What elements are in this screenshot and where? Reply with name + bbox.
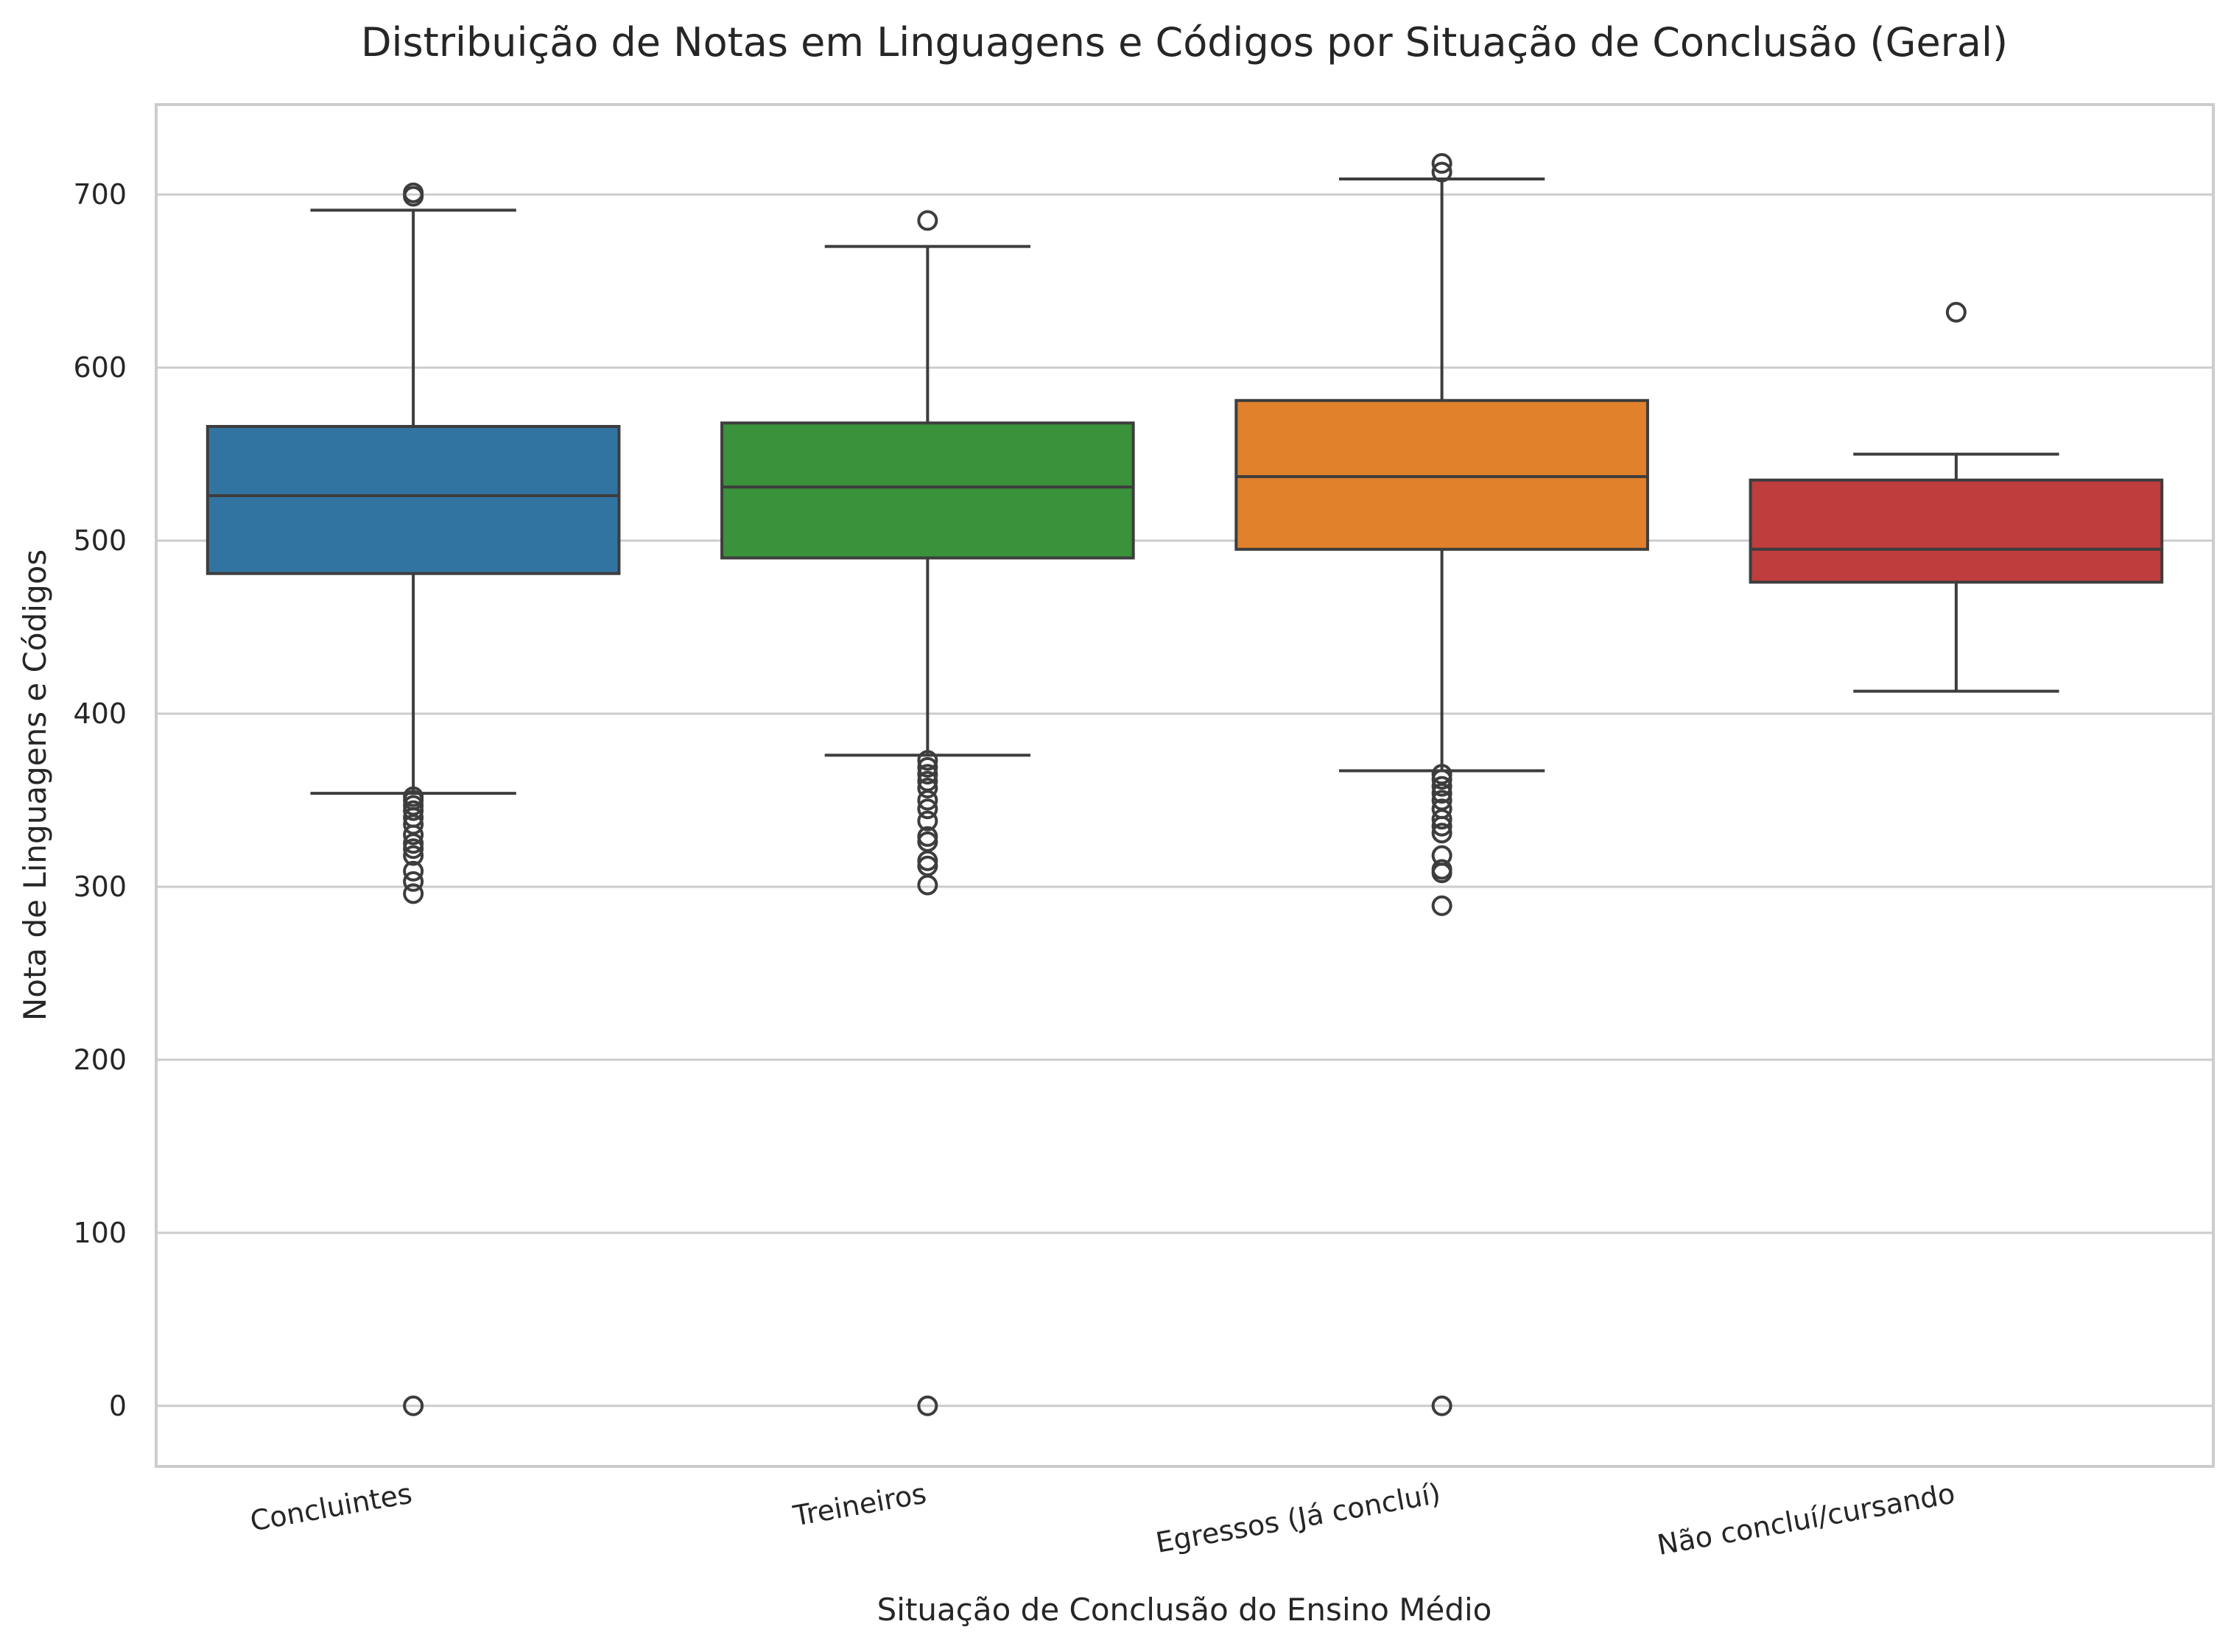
outlier-point	[917, 1395, 938, 1416]
outlier-point	[917, 770, 938, 792]
box	[205, 424, 621, 575]
y-tick-label-0: 0	[109, 1390, 127, 1422]
outlier-point	[917, 210, 938, 231]
outlier-point	[1431, 1395, 1452, 1416]
outlier-point	[917, 764, 938, 785]
y-axis-label: Nota de Linguagens e Códigos	[17, 549, 53, 1021]
box	[720, 421, 1135, 560]
y-tick-label-600: 600	[73, 351, 127, 384]
y-tick-label-400: 400	[73, 697, 127, 730]
outlier-point	[1431, 895, 1452, 916]
y-tick-label-100: 100	[73, 1217, 127, 1249]
x-axis-label: Situação de Conclusão do Ensino Médio	[877, 1592, 1492, 1628]
box-group-2	[720, 210, 1135, 1416]
plot-frame	[155, 103, 2215, 1468]
outlier-point	[917, 826, 938, 847]
outlier-point	[917, 750, 938, 771]
box-group-3	[1234, 152, 1649, 1416]
box-group-1	[205, 182, 621, 1416]
y-tick-label-200: 200	[73, 1044, 127, 1076]
box	[1749, 478, 2164, 584]
outlier-point	[1431, 776, 1452, 797]
x-tick-label-3: Egressos (Já concluí)	[1153, 1477, 1443, 1559]
outlier-point	[1431, 790, 1452, 811]
outlier-point	[403, 871, 424, 892]
outlier-point	[1431, 798, 1452, 820]
outlier-point	[917, 778, 938, 799]
box	[1234, 398, 1649, 551]
outlier-point	[917, 798, 938, 820]
grid-lines	[156, 193, 2213, 1407]
outlier-point	[1945, 301, 1967, 323]
outlier-point	[1431, 823, 1452, 844]
outlier-point	[403, 786, 424, 807]
outlier-point	[917, 810, 938, 832]
outlier-point	[1431, 764, 1452, 785]
box-group-4	[1749, 301, 2164, 693]
outlier-point	[403, 860, 424, 882]
x-tick-label-1: Concluintes	[247, 1477, 414, 1538]
outlier-point	[403, 883, 424, 904]
outlier-point	[1431, 859, 1452, 880]
outlier-point	[403, 1395, 424, 1416]
x-tick-label-4: Não concluí/cursando	[1655, 1477, 1958, 1561]
y-tick-label-500: 500	[73, 524, 127, 557]
outlier-point	[917, 874, 938, 896]
outlier-point	[403, 182, 424, 203]
outlier-point	[917, 756, 938, 778]
x-tick-label-2: Treineiros	[790, 1477, 929, 1533]
outlier-point	[1431, 152, 1452, 174]
box-series	[205, 152, 2164, 1416]
y-tick-labels: 0 100 200 300 400 500 600 700	[73, 178, 127, 1422]
chart-title: Distribuição de Notas em Linguagens e Có…	[361, 19, 2008, 66]
x-tick-labels: Concluintes Treineiros Egressos (Já conclu…	[247, 1477, 1957, 1561]
outlier-point	[403, 845, 424, 866]
y-tick-label-700: 700	[73, 178, 127, 211]
outlier-point	[1431, 845, 1452, 866]
y-tick-label-300: 300	[73, 871, 127, 903]
outlier-point	[1431, 161, 1452, 183]
